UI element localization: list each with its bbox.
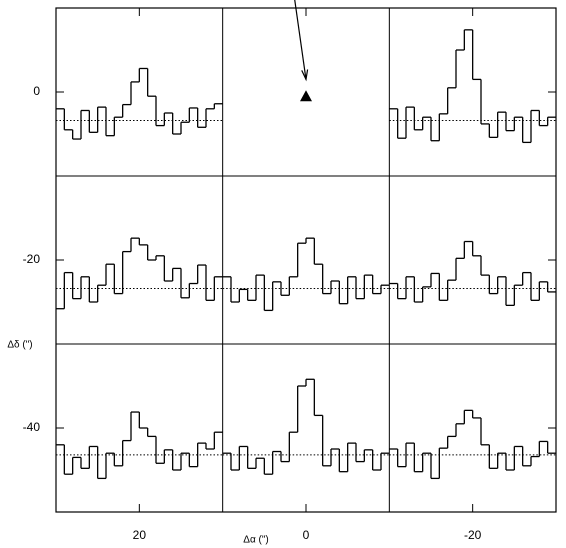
y-tick-label: -20 (23, 252, 41, 266)
x-tick-label: 20 (133, 528, 147, 542)
y-tick-label: -40 (23, 420, 41, 434)
y-tick-label: 0 (33, 84, 40, 98)
position-marker (300, 90, 312, 102)
x-tick-label: -20 (464, 528, 482, 542)
arrow-head (301, 69, 309, 82)
y-axis-label: Δδ (") (7, 340, 32, 351)
x-tick-label: 0 (303, 528, 310, 542)
arrow-shaft (294, 0, 307, 80)
x-axis-label: Δα (") (243, 535, 268, 546)
